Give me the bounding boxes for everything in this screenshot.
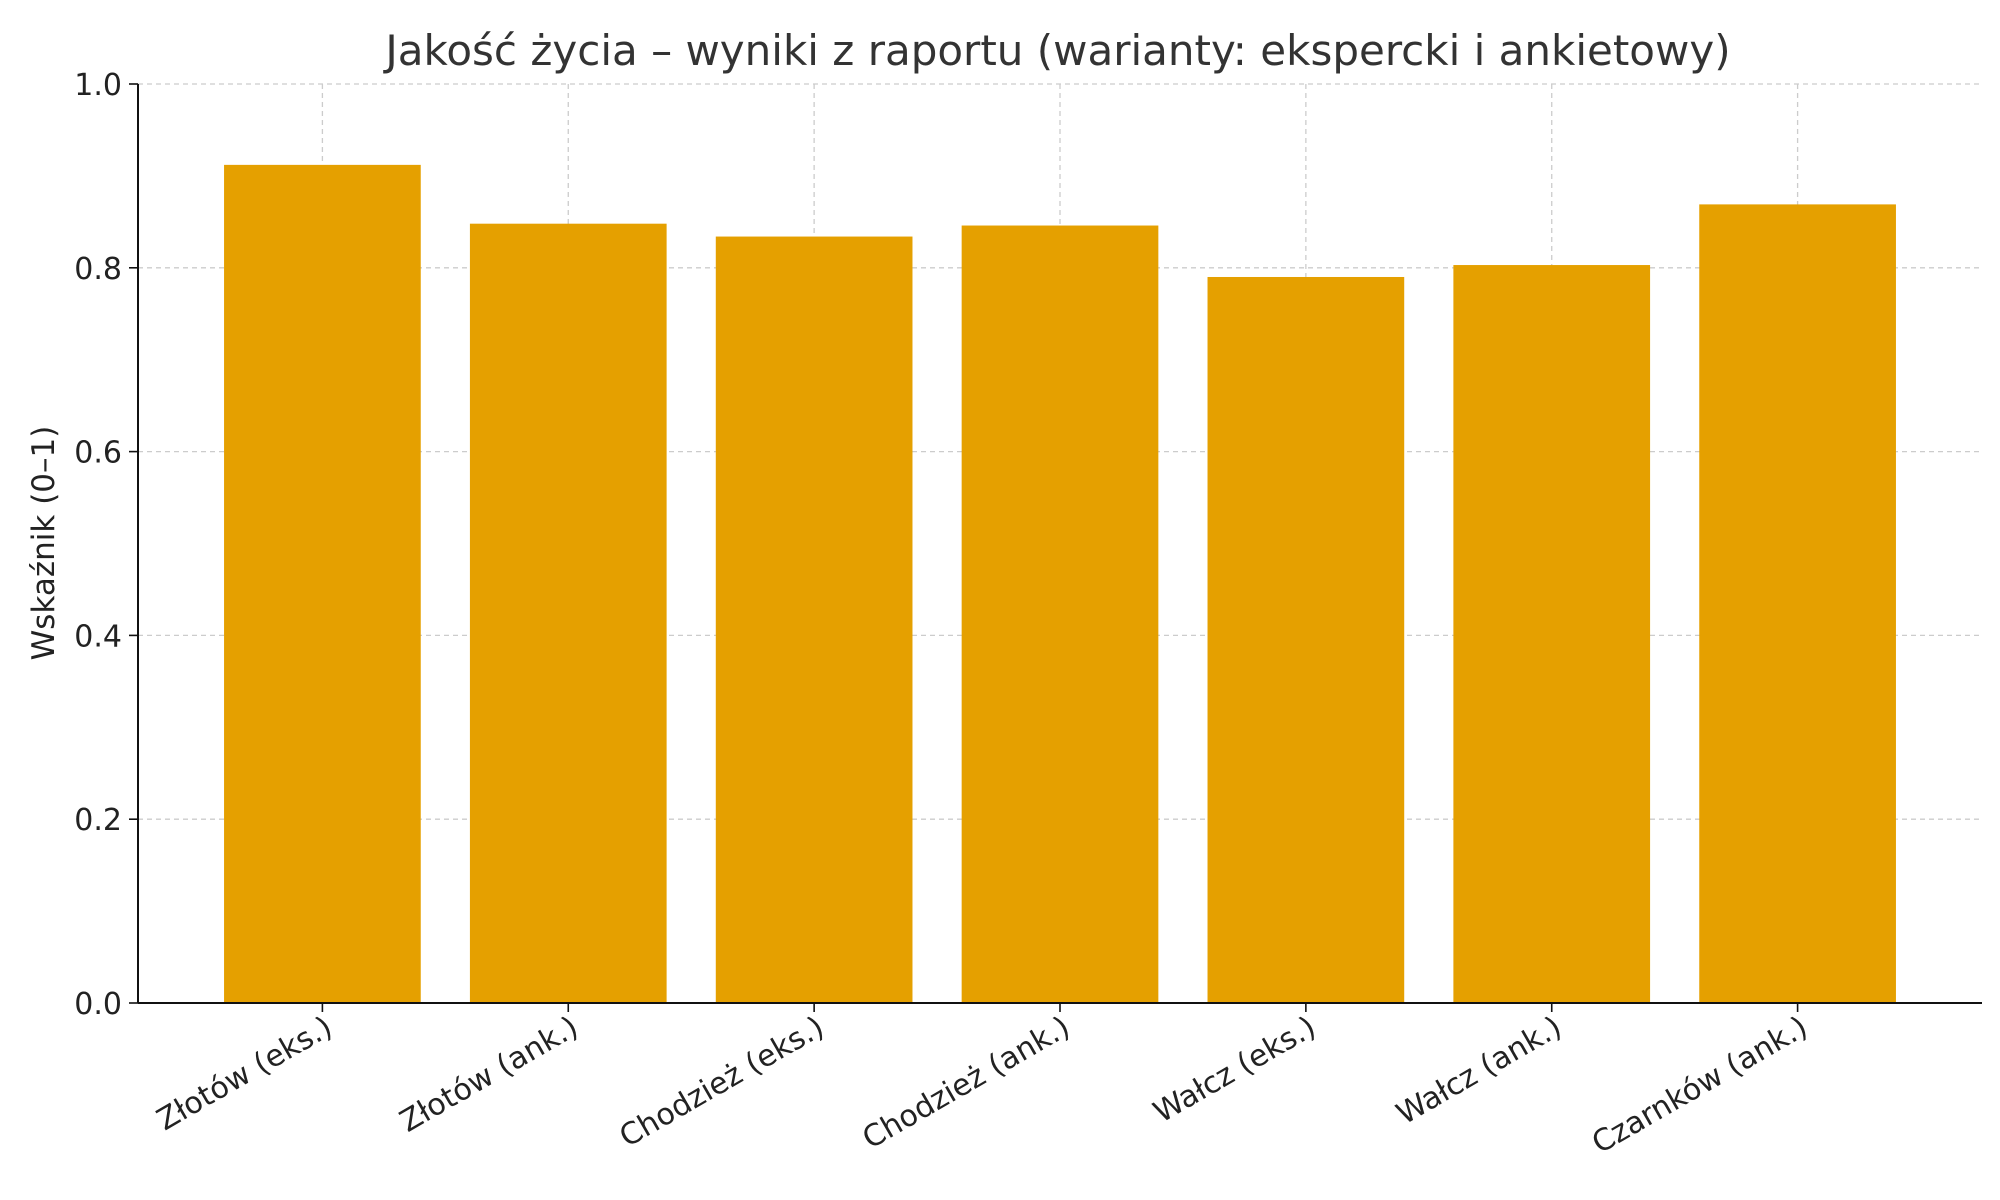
bar: [715, 236, 913, 1003]
y-tick-label: 0.8: [74, 252, 122, 287]
x-tick-label: Chodzież (ank.): [857, 1010, 1076, 1157]
bar: [224, 164, 421, 1003]
bar: [1453, 265, 1651, 1004]
bar: [1699, 204, 1896, 1003]
x-tick-label: Czarnków (ank.): [1586, 1010, 1813, 1161]
x-tick-label: Wałcz (eks.): [1148, 1010, 1322, 1131]
y-tick-label: 0.6: [74, 436, 122, 471]
chart-title: Jakość życia – wyniki z raportu (wariant…: [382, 26, 1730, 75]
bar: [469, 223, 667, 1004]
x-tick-label: Złotów (eks.): [151, 1010, 338, 1138]
x-tick-label: Wałcz (ank.): [1391, 1010, 1568, 1132]
x-tick-label: Chodzież (eks.): [614, 1010, 830, 1155]
bar: [961, 225, 1159, 1003]
y-tick-label: 1.0: [74, 68, 122, 103]
y-axis-label: Wskaźnik (0–1): [26, 426, 62, 661]
bar: [1207, 276, 1405, 1003]
y-tick-label: 0.4: [74, 619, 122, 654]
y-tick-label: 0.0: [74, 987, 122, 1022]
x-tick-label: Złotów (ank.): [394, 1010, 584, 1140]
y-tick-label: 0.2: [74, 803, 122, 838]
bars-layer: [224, 164, 1896, 1004]
